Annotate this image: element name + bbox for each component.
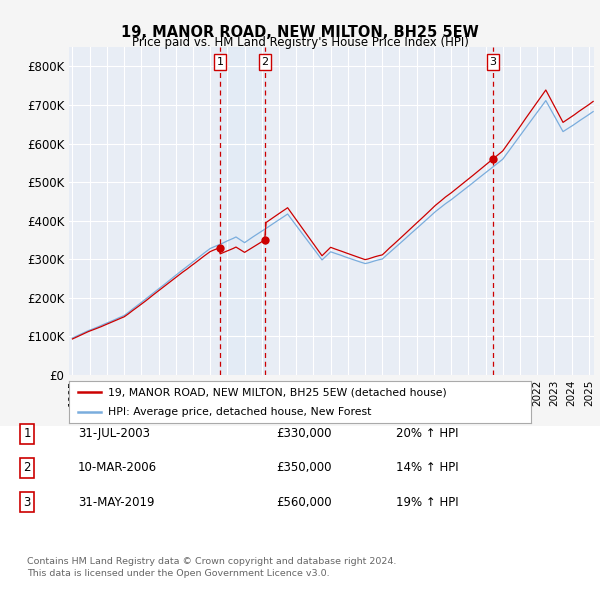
Text: 19, MANOR ROAD, NEW MILTON, BH25 5EW: 19, MANOR ROAD, NEW MILTON, BH25 5EW (121, 25, 479, 40)
Text: 19, MANOR ROAD, NEW MILTON, BH25 5EW (detached house): 19, MANOR ROAD, NEW MILTON, BH25 5EW (de… (108, 387, 447, 397)
Text: 1: 1 (23, 427, 31, 440)
Text: 31-MAY-2019: 31-MAY-2019 (78, 496, 155, 509)
Text: 2: 2 (262, 57, 269, 67)
Text: 3: 3 (23, 496, 31, 509)
Bar (220, 47, 265, 375)
Text: 10-MAR-2006: 10-MAR-2006 (78, 461, 157, 474)
Text: 1: 1 (217, 57, 224, 67)
Text: £560,000: £560,000 (276, 496, 332, 509)
Text: 2: 2 (23, 461, 31, 474)
Text: £330,000: £330,000 (276, 427, 331, 440)
Text: 19% ↑ HPI: 19% ↑ HPI (396, 496, 458, 509)
Text: 3: 3 (489, 57, 496, 67)
Text: 20% ↑ HPI: 20% ↑ HPI (396, 427, 458, 440)
Text: Price paid vs. HM Land Registry's House Price Index (HPI): Price paid vs. HM Land Registry's House … (131, 36, 469, 49)
Text: 14% ↑ HPI: 14% ↑ HPI (396, 461, 458, 474)
Text: 31-JUL-2003: 31-JUL-2003 (78, 427, 150, 440)
Text: This data is licensed under the Open Government Licence v3.0.: This data is licensed under the Open Gov… (27, 569, 329, 578)
Text: Contains HM Land Registry data © Crown copyright and database right 2024.: Contains HM Land Registry data © Crown c… (27, 557, 397, 566)
Text: HPI: Average price, detached house, New Forest: HPI: Average price, detached house, New … (108, 407, 371, 417)
Text: £350,000: £350,000 (276, 461, 331, 474)
